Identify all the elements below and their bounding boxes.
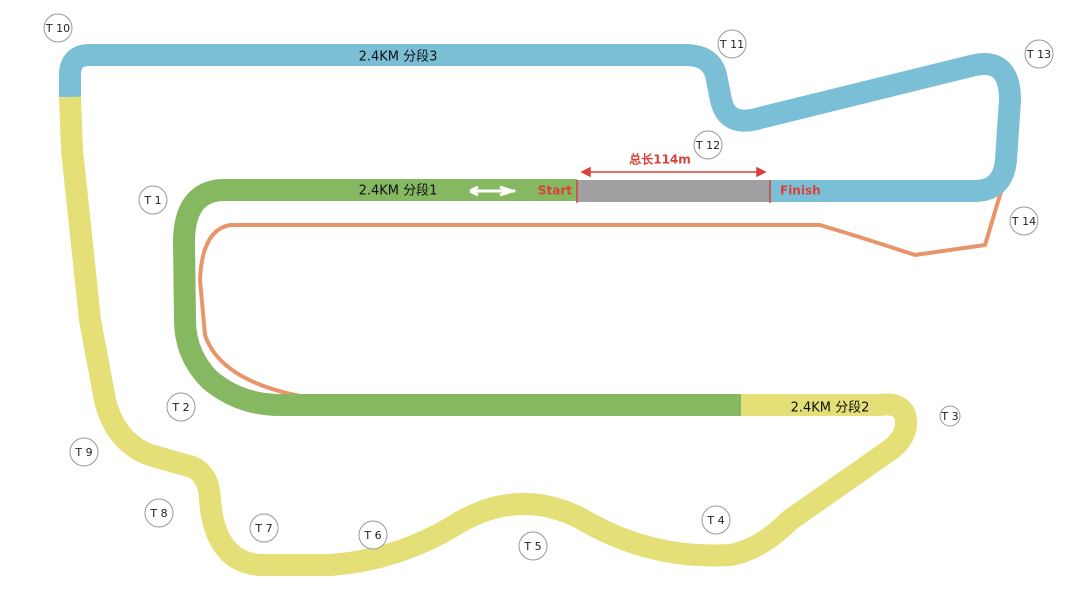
direction-arrow bbox=[469, 185, 517, 197]
track bbox=[59, 44, 1021, 576]
turn-label: T 3 bbox=[940, 410, 958, 423]
sector-label: 2.4KM 分段2 bbox=[791, 401, 870, 416]
turn-label: T 10 bbox=[45, 22, 70, 35]
turn-label: T 9 bbox=[74, 446, 92, 459]
sector-label: 2.4KM 分段1 bbox=[359, 184, 438, 199]
turn-label: T 4 bbox=[706, 514, 724, 527]
sector-1 bbox=[173, 179, 741, 416]
turn-label: T 8 bbox=[149, 507, 167, 520]
start-finish-straight bbox=[577, 180, 770, 202]
turn-circle bbox=[717, 29, 747, 59]
turn-circle bbox=[166, 392, 196, 422]
length-arrows bbox=[580, 166, 767, 178]
turn-label: T 13 bbox=[1026, 48, 1051, 61]
turn-circle bbox=[249, 513, 279, 543]
turn-label: T 12 bbox=[695, 139, 720, 152]
sector-3 bbox=[59, 44, 1021, 202]
turn-circle bbox=[701, 505, 731, 535]
turn-label: T 5 bbox=[523, 540, 541, 553]
turn-circle bbox=[43, 13, 73, 43]
turn-label: T 1 bbox=[143, 194, 161, 207]
turn-circle bbox=[144, 498, 174, 528]
length-label: 总长114m bbox=[629, 152, 691, 167]
turn-circle bbox=[69, 437, 99, 467]
turn-circle bbox=[358, 520, 388, 550]
turn-circle bbox=[1009, 206, 1039, 236]
sector-2 bbox=[59, 96, 917, 576]
length-marker bbox=[576, 166, 771, 203]
turn-label: T 11 bbox=[719, 38, 744, 51]
turn-label: T 7 bbox=[254, 522, 272, 535]
finish-label: Finish bbox=[780, 184, 821, 198]
turn-circle bbox=[1024, 39, 1054, 69]
turn-markers: T 1 T 2 T 3 T 4 T 5 T 6 T 7 T 8 T 9 T 10 T 11 T 12 T… bbox=[43, 13, 1054, 561]
turn-label: T 14 bbox=[1011, 215, 1036, 228]
turn-circle bbox=[518, 531, 548, 561]
turn-circle bbox=[693, 130, 723, 160]
sector-label: 2.4KM 分段3 bbox=[359, 50, 438, 65]
turn-label: T 2 bbox=[171, 401, 189, 414]
turn-label: T 6 bbox=[363, 529, 381, 542]
turn-circle bbox=[939, 405, 961, 427]
pit-lane bbox=[198, 184, 1005, 398]
start-label: Start bbox=[538, 184, 572, 198]
turn-circle bbox=[138, 185, 168, 215]
